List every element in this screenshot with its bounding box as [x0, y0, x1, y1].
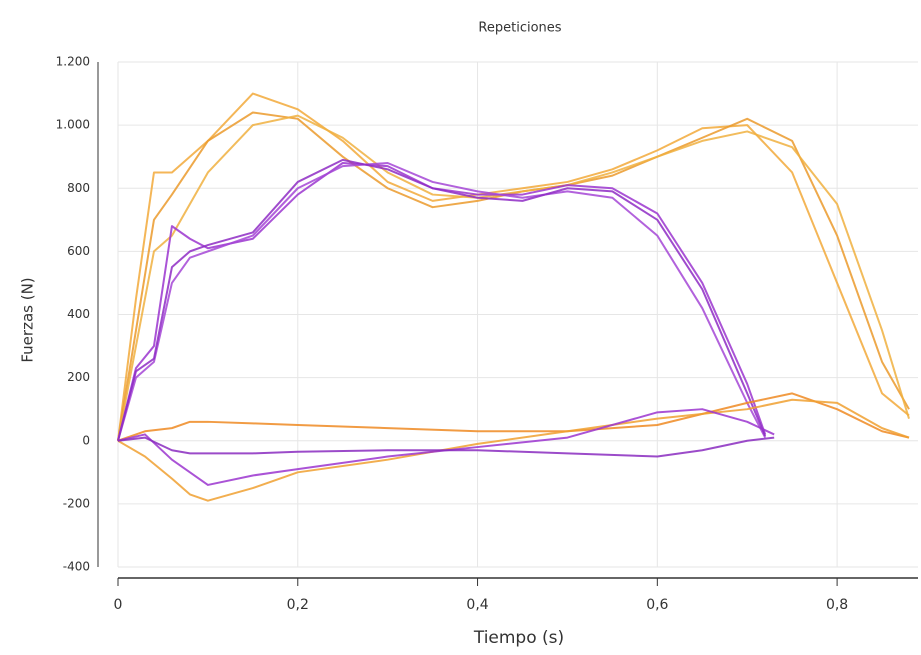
y-tick-label: -400 [63, 560, 90, 574]
series-line [117, 114, 910, 441]
series-line [117, 111, 910, 441]
series-line [117, 162, 767, 441]
series-line [117, 436, 775, 458]
y-tick-label: 0 [82, 433, 90, 447]
chart-title: Repeticiones [478, 21, 561, 36]
series-line [117, 162, 767, 442]
x-tick-label: 0,8 [826, 597, 848, 613]
y-tick-label: 800 [67, 181, 90, 195]
x-tick-label: 0 [114, 597, 123, 613]
x-tick-label: 0,6 [646, 597, 668, 613]
y-tick-label: 600 [67, 244, 90, 258]
series-line [117, 158, 767, 442]
y-tick-label: -200 [63, 496, 90, 510]
x-tick-label: 0,4 [466, 597, 488, 613]
y-tick-label: 400 [67, 307, 90, 321]
y-tick-label: 1.200 [56, 55, 90, 69]
series-line [117, 408, 775, 486]
y-tick-label: 1.000 [56, 118, 90, 132]
y-tick-label: 200 [67, 370, 90, 384]
x-tick-label: 0,2 [287, 597, 309, 613]
series-line [117, 398, 910, 502]
x-axis-label: Tiempo (s) [473, 628, 564, 648]
y-axis-label: Fuerzas (N) [19, 277, 37, 362]
